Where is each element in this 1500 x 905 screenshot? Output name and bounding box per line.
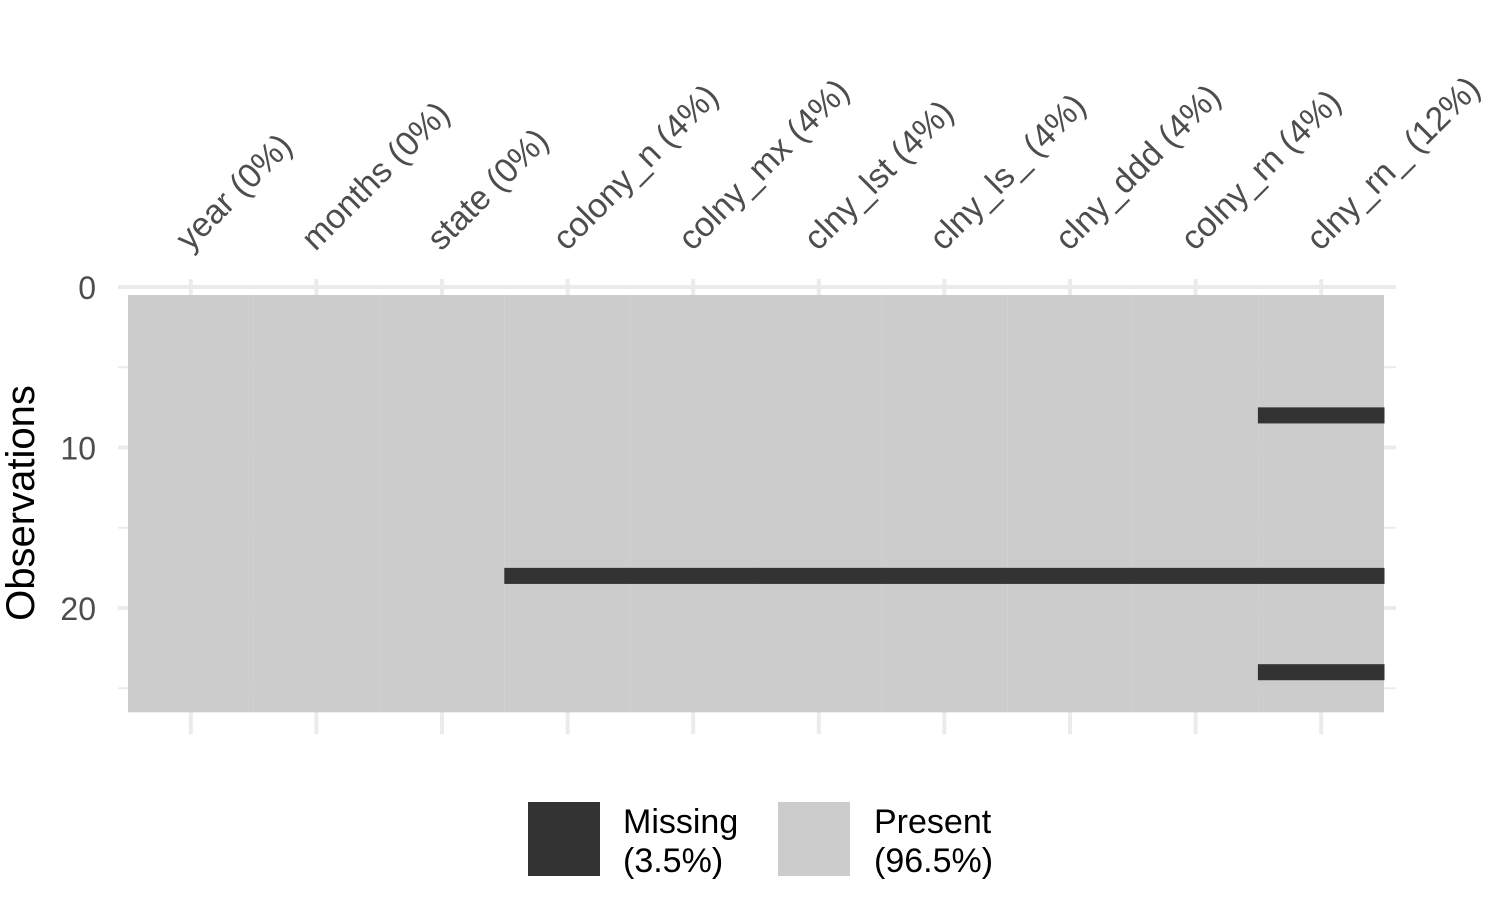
present-cells <box>630 295 756 713</box>
legend-percent-missing: (3.5%) <box>623 842 723 880</box>
y-tick-label: 10 <box>60 431 96 467</box>
legend-label-missing: Missing <box>623 803 738 841</box>
present-cells <box>881 295 1008 713</box>
missing-cell <box>1257 407 1385 424</box>
missing-cell <box>1006 567 1134 584</box>
x-tick-label: year (0%) <box>169 127 300 258</box>
y-tick-label: 0 <box>78 270 96 306</box>
x-tick-label: state (0%) <box>420 121 556 257</box>
missing-cell <box>504 567 631 584</box>
present-cells <box>379 295 505 713</box>
missing-layer <box>504 407 1385 681</box>
y-axis-title: Observations <box>0 385 43 621</box>
missing-cell <box>1132 567 1259 584</box>
missing-cell <box>755 567 883 584</box>
present-cells <box>1007 295 1133 713</box>
present-cells <box>253 295 380 713</box>
legend-swatch-missing <box>528 802 600 876</box>
legend-percent-present: (96.5%) <box>874 842 993 880</box>
y-tick-label: 20 <box>60 591 96 627</box>
present-cells <box>504 295 631 713</box>
missing-cell <box>881 567 1008 584</box>
legend: Missing(3.5%) Present(96.5%) <box>528 802 993 880</box>
present-cells <box>756 295 882 713</box>
x-tick-labels: year (0%)months (0%)state (0%)colony_n (… <box>169 69 1488 258</box>
cells-layer <box>128 295 1384 713</box>
missing-cell <box>1257 567 1385 584</box>
missing-cell <box>629 567 757 584</box>
present-cells <box>1132 295 1259 713</box>
present-cells <box>1258 295 1384 713</box>
y-tick-labels: 0 10 20 <box>60 270 96 627</box>
missing-cell <box>1257 664 1385 681</box>
present-cells <box>128 295 254 713</box>
legend-swatch-present <box>778 802 850 876</box>
legend-label-present: Present <box>874 803 992 841</box>
